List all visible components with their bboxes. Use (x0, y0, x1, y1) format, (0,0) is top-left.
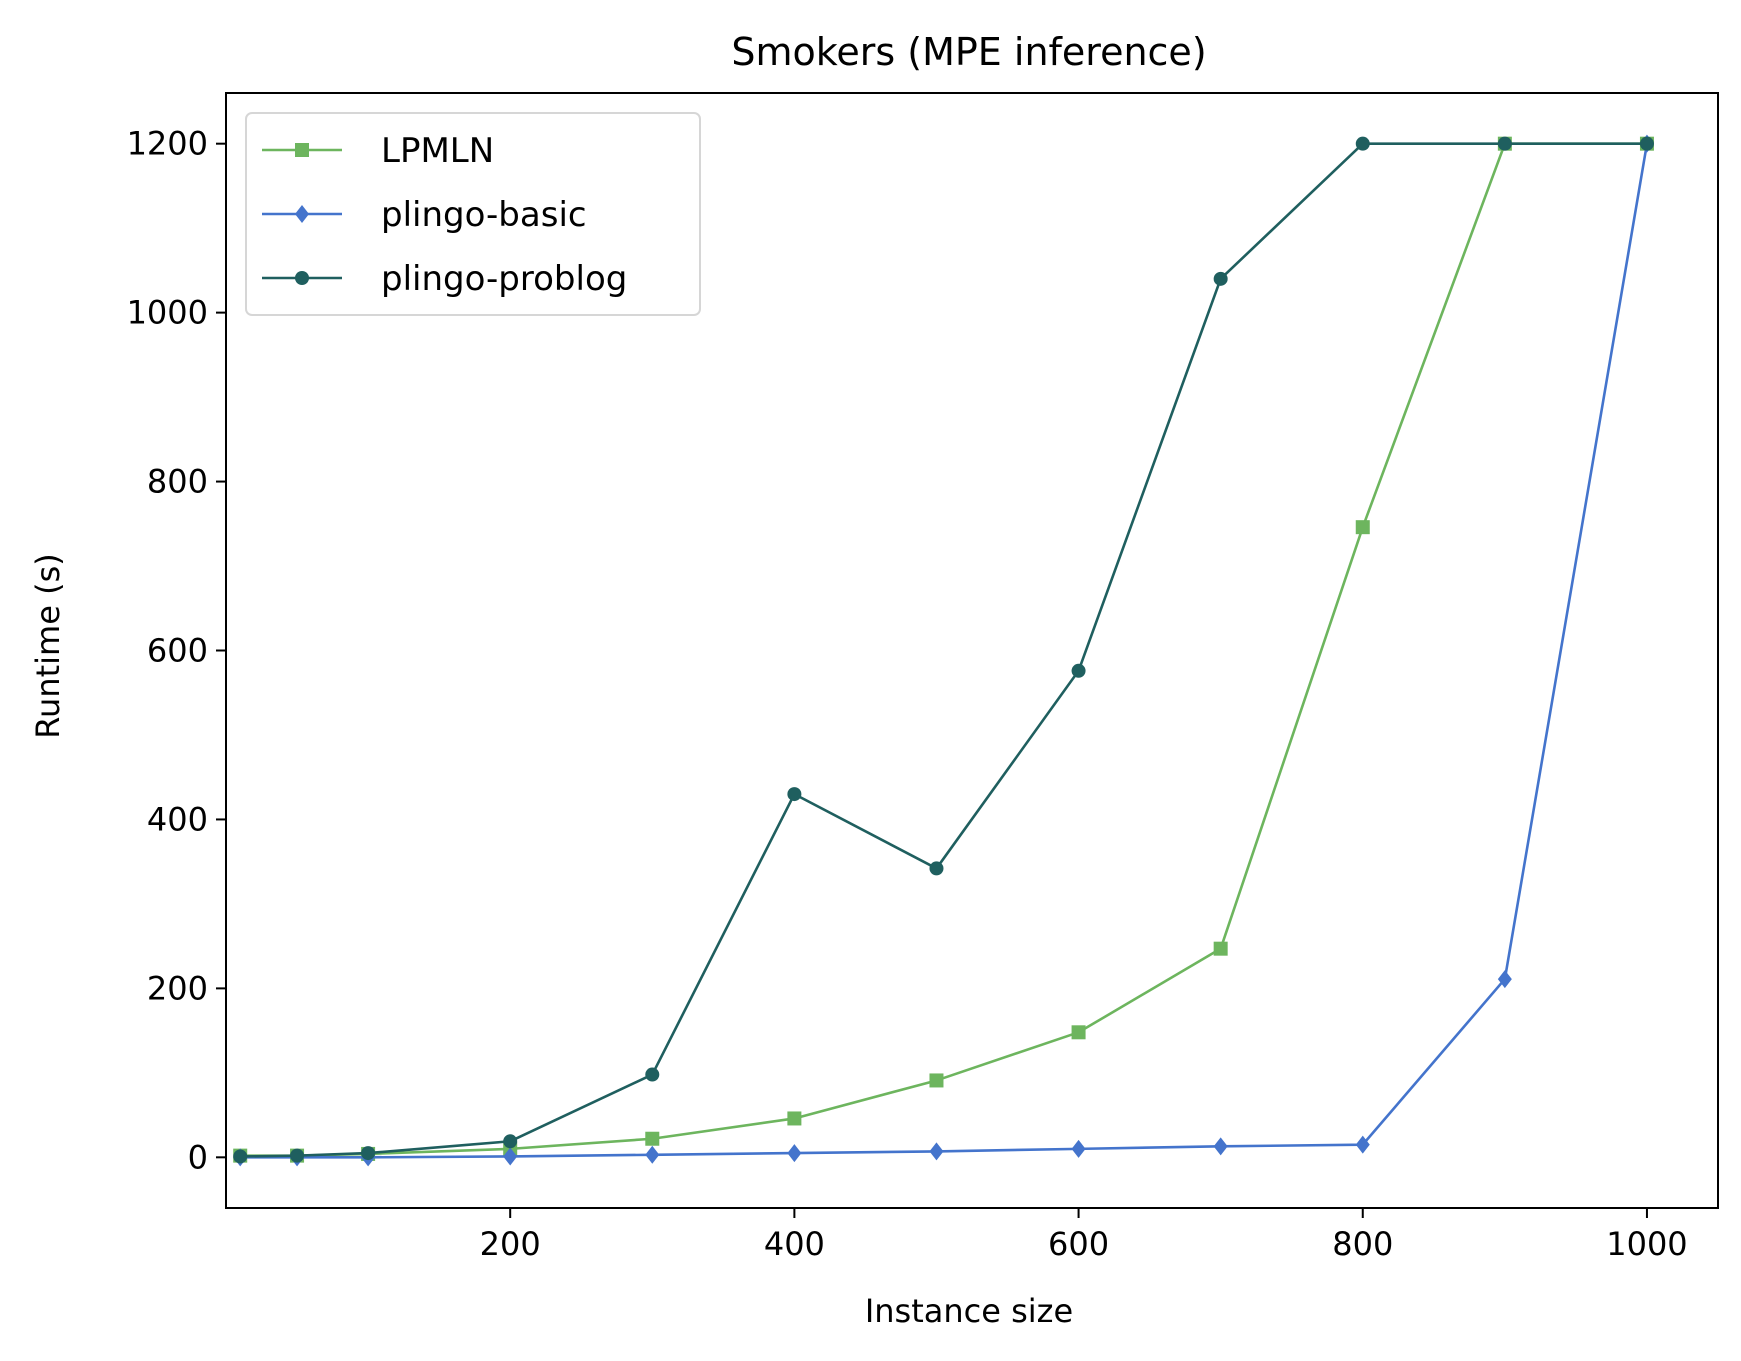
x-axis-title: Instance size (865, 1292, 1073, 1330)
series-plingo-problog (233, 136, 1654, 1164)
data-point (1497, 970, 1512, 989)
data-point (1071, 663, 1086, 678)
x-tick-label: 800 (1332, 1225, 1393, 1263)
data-point (1639, 136, 1654, 151)
data-point (503, 1147, 518, 1166)
data-point (929, 861, 944, 876)
data-point (645, 1145, 660, 1164)
x-tick-label: 200 (480, 1225, 541, 1263)
legend-swatch-marker (295, 205, 309, 223)
data-point (1213, 1137, 1228, 1156)
data-point (787, 1111, 802, 1126)
x-axis: 200 400 600 800 1000 (480, 1208, 1688, 1263)
data-point (503, 1134, 518, 1149)
data-point (929, 1142, 944, 1161)
data-point (290, 1148, 305, 1163)
y-tick-label: 1200 (127, 125, 208, 163)
legend: LPMLN plingo-basic plingo-problog (245, 112, 701, 316)
legend-item: plingo-basic (262, 195, 587, 235)
legend-item: LPMLN (262, 131, 494, 171)
series-line (240, 142, 1647, 1158)
chart-title: Smokers (MPE inference) (731, 30, 1206, 74)
data-point (1071, 1139, 1086, 1158)
x-tick-label: 1000 (1606, 1225, 1687, 1263)
legend-box (245, 112, 701, 316)
x-tick-label: 600 (1048, 1225, 1109, 1263)
legend-swatch-marker (295, 271, 309, 285)
legend-label: plingo-problog (381, 259, 627, 299)
data-point (1355, 136, 1370, 151)
legend-item: plingo-problog (262, 259, 627, 299)
y-axis: 0 200 400 600 800 1000 1200 (127, 125, 226, 1176)
data-point (361, 1146, 376, 1161)
data-point (645, 1131, 660, 1146)
series-line (240, 143, 1649, 1159)
y-tick-label: 600 (147, 632, 208, 670)
data-point (1213, 941, 1228, 956)
data-point (1355, 520, 1370, 535)
data-point (645, 1067, 660, 1082)
data-point (1071, 1025, 1086, 1040)
y-tick-label: 400 (147, 800, 208, 838)
data-point (233, 1149, 248, 1164)
data-point (787, 787, 802, 802)
y-tick-label: 1000 (127, 294, 208, 332)
legend-label: LPMLN (381, 131, 494, 171)
data-point (787, 1144, 802, 1163)
x-tick-label: 400 (764, 1225, 825, 1263)
y-tick-label: 800 (147, 463, 208, 501)
data-point (1355, 1135, 1370, 1154)
series-layer (233, 134, 1654, 1167)
legend-swatch-marker (295, 143, 309, 157)
data-point (929, 1073, 944, 1088)
y-tick-label: 0 (188, 1138, 208, 1176)
legend-label: plingo-basic (381, 195, 587, 235)
data-point (1213, 271, 1228, 286)
y-axis-title: Runtime (s) (29, 553, 67, 738)
y-tick-label: 200 (147, 969, 208, 1007)
data-point (1497, 136, 1512, 151)
